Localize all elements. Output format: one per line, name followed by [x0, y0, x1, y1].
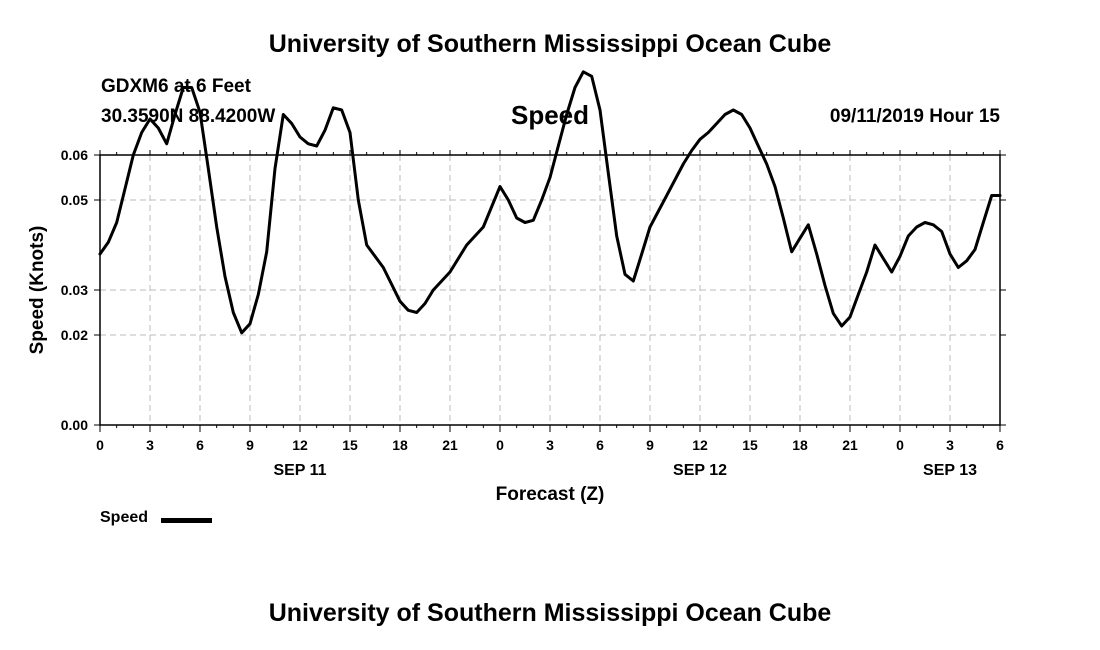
x-tick-label: 18 [792, 437, 808, 453]
date-label: SEP 13 [923, 462, 977, 479]
x-tick-label: 6 [996, 437, 1004, 453]
x-tick-label: 12 [292, 437, 308, 453]
x-tick-label: 15 [342, 437, 358, 453]
speed-series-line [98, 70, 1002, 335]
x-tick-label: 6 [196, 437, 204, 453]
legend-label: Speed [100, 509, 149, 526]
date-label: SEP 11 [273, 462, 326, 479]
x-tick-label: 9 [646, 437, 654, 453]
x-tick-label: 3 [146, 437, 154, 453]
x-tick-label: 0 [96, 437, 104, 453]
x-tick-label: 3 [946, 437, 954, 453]
x-tick-label: 9 [246, 437, 254, 453]
x-tick-label: 6 [596, 437, 604, 453]
x-tick-label: 21 [842, 437, 858, 453]
variable-title: Speed [510, 100, 590, 130]
y-tick-label: 0.02 [61, 327, 88, 343]
x-tick-label: 21 [442, 437, 458, 453]
x-tick-label: 18 [392, 437, 408, 453]
date-label: SEP 12 [673, 462, 727, 479]
issued-time-label: 09/11/2019 Hour 15 [829, 106, 1000, 127]
chart-title-top: University of Southern Mississippi Ocean… [268, 30, 832, 58]
x-axis-label: Forecast (Z) [496, 484, 605, 505]
x-tick-label: 15 [742, 437, 758, 453]
y-tick-label: 0.06 [61, 147, 88, 163]
station-label: GDXM6 at 6 Feet [101, 76, 251, 97]
legend-swatch [161, 518, 212, 523]
x-tick-label: 3 [546, 437, 554, 453]
plot-frame [99, 154, 1001, 426]
y-tick-label: 0.03 [61, 282, 88, 298]
y-tick-label: 0.05 [61, 192, 88, 208]
chart-title-bottom: University of Southern Mississippi Ocean… [268, 599, 832, 627]
y-axis-label: Speed (Knots) [27, 226, 48, 355]
x-tick-label: 0 [896, 437, 904, 453]
y-tick-label: 0.00 [61, 417, 88, 433]
coordinates-label: 30.3590N 88.4200W [101, 106, 276, 127]
x-tick-label: 0 [496, 437, 504, 453]
x-tick-label: 12 [692, 437, 708, 453]
